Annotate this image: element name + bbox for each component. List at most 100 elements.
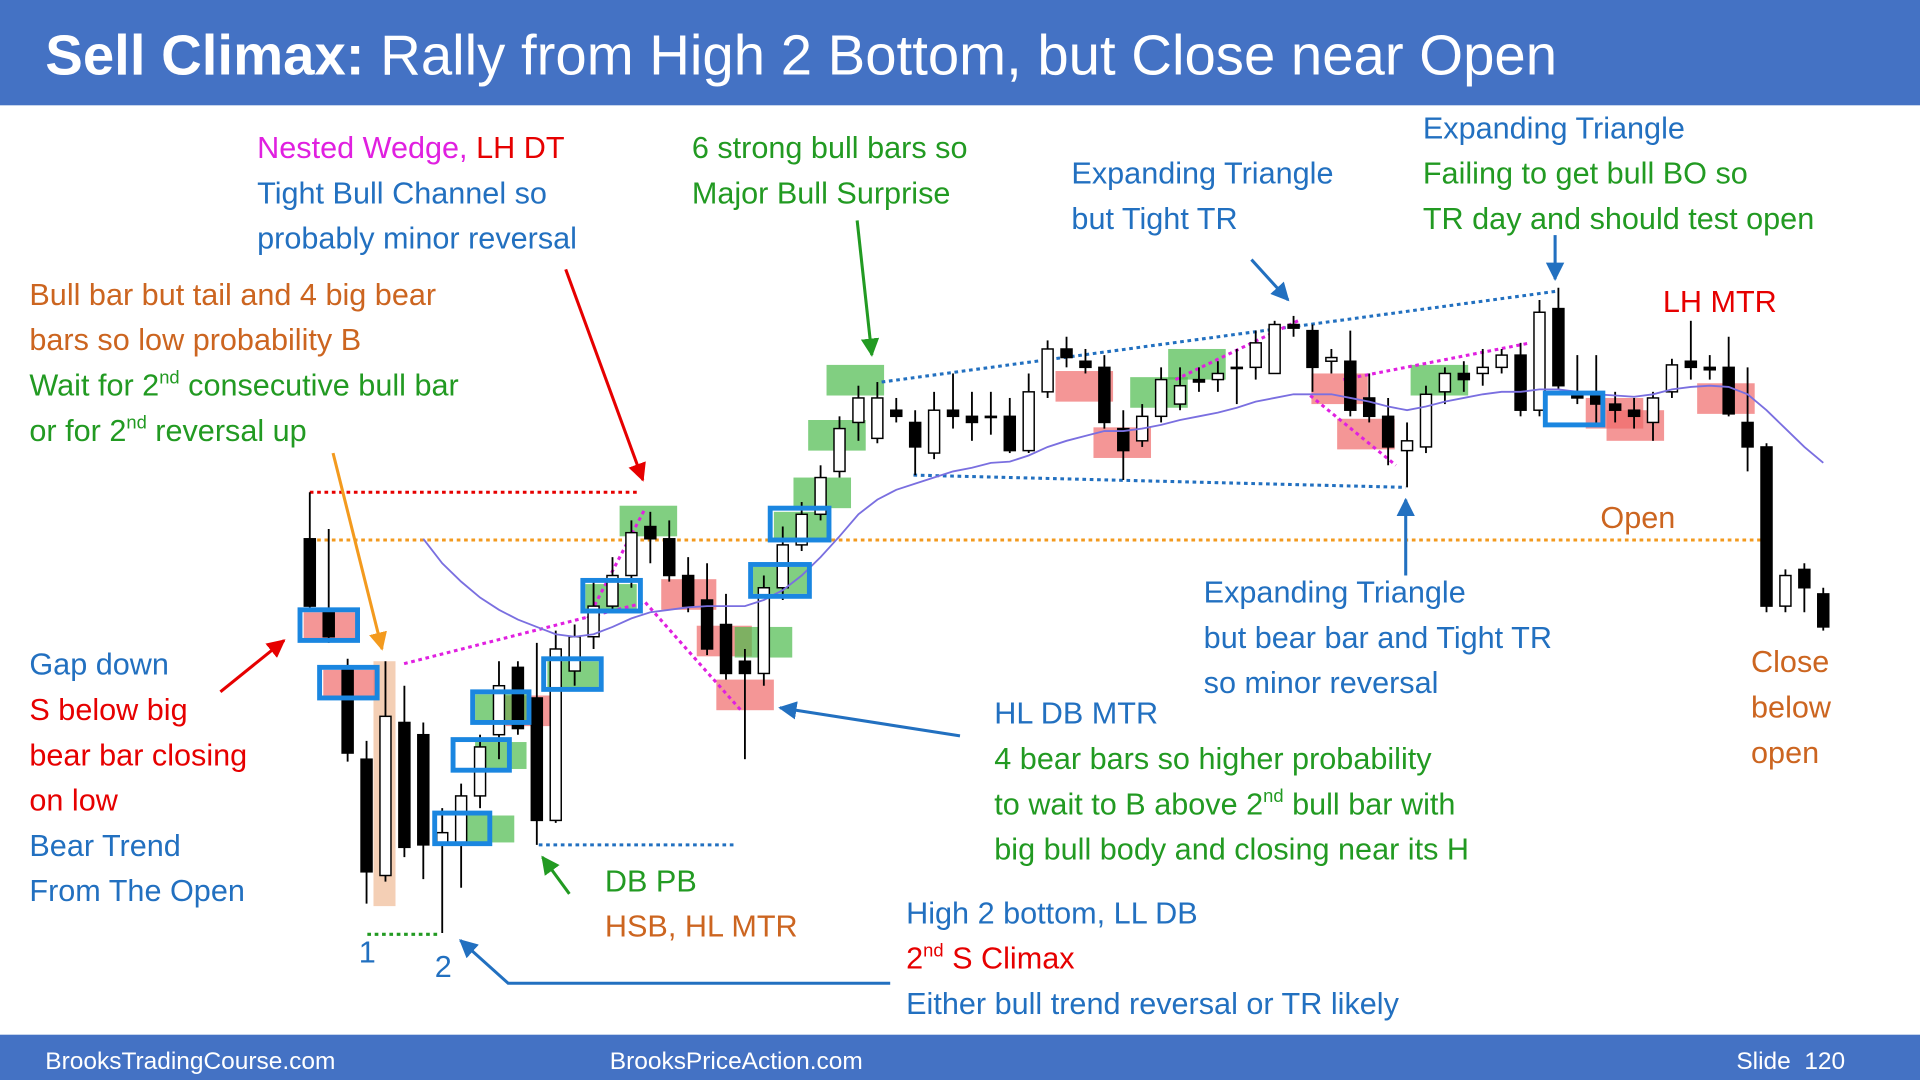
candle-body [1741, 421, 1754, 448]
candle-body [738, 660, 752, 675]
candle-body [1665, 364, 1679, 393]
candle-body [1381, 415, 1395, 448]
footer-bar [0, 1034, 1920, 1080]
outline-box [580, 577, 643, 614]
footer-text: BrooksPriceAction.com [610, 1048, 863, 1075]
candle-body [1457, 372, 1471, 381]
candle-body [984, 415, 998, 419]
annotation: High 2 bottom, LL DB 2nd S Climax Either b… [906, 896, 1399, 1021]
outline-box [1542, 390, 1606, 428]
candle-body [1533, 311, 1546, 411]
candle-body [1306, 329, 1319, 369]
candle-body [1192, 378, 1206, 383]
candle-body [965, 415, 979, 424]
candle-body [303, 538, 317, 607]
candle-body [1495, 354, 1508, 369]
arrow [564, 268, 646, 482]
candle-body [492, 684, 506, 736]
candle-body [1098, 366, 1111, 424]
point-label: 2 [435, 950, 452, 984]
candle-body [1344, 360, 1357, 411]
candle-body [530, 697, 544, 822]
arrow [331, 452, 387, 651]
candle-body [1400, 440, 1414, 452]
annotation: Bull bar but tail and 4 big bear bars so … [29, 278, 458, 448]
slide-title: Sell Climax: Rally from High 2 Bottom, b… [45, 24, 1557, 87]
guide-line [644, 601, 742, 712]
candle-body [1760, 446, 1773, 607]
candle-body [568, 636, 581, 672]
guide-line [586, 507, 647, 620]
outline-box [748, 562, 812, 599]
candle-body [625, 531, 638, 577]
candle-body [587, 605, 600, 638]
guide-line [1342, 341, 1531, 382]
arrows [219, 220, 1565, 985]
candle-body [795, 513, 808, 546]
annotation: Gap down S below big bear bar closing on lo… [29, 648, 247, 909]
annotation: Nested Wedge, LH DT Tight Bull Channel so… [257, 131, 577, 256]
candle-body [927, 409, 941, 454]
annotation: LH MTR [1663, 285, 1777, 319]
candle-body [417, 733, 430, 846]
annotation: 6 strong bull bars so Major Bull Surprise [692, 131, 968, 210]
arrow [1250, 258, 1290, 302]
outline-box [317, 664, 380, 701]
candle-body [606, 574, 619, 607]
annotation: HL DB MTR 4 bear bars so higher probabili… [994, 697, 1469, 867]
outline-box [450, 737, 512, 773]
arrow [459, 939, 891, 985]
point-label: 1 [359, 935, 376, 969]
candle-body [1022, 391, 1035, 452]
candle-body [1798, 568, 1811, 589]
candle-body [1722, 366, 1735, 415]
candle-body [1173, 384, 1187, 405]
candle-body [1060, 348, 1073, 359]
candle-body [1325, 356, 1338, 362]
arrow [778, 701, 961, 738]
candle-body [1249, 342, 1262, 369]
arrow [541, 855, 571, 895]
candle-body [398, 721, 411, 849]
highlight [826, 364, 885, 396]
candle-body [946, 409, 960, 418]
candle-body [871, 397, 884, 440]
candle-body [454, 795, 468, 846]
annotations: Nested Wedge, LH DT Tight Bull Channel so… [29, 111, 1832, 1021]
candle-body [1079, 360, 1092, 369]
arrow [855, 220, 880, 357]
candle-body [1117, 427, 1130, 452]
candle-body [1362, 397, 1376, 418]
annotation: Close below open [1751, 645, 1832, 770]
candle-body [1589, 393, 1603, 405]
candle-body [511, 666, 525, 730]
candle-body [833, 427, 846, 473]
candle-body [700, 599, 714, 650]
candle-body [662, 538, 676, 577]
candle-body [681, 574, 695, 607]
outline-box [470, 689, 532, 725]
footer-text: BrooksTradingCourse.com [45, 1048, 335, 1075]
candles [303, 287, 1830, 934]
candle-body [1608, 403, 1622, 411]
arrow [219, 639, 286, 694]
outline-box [297, 607, 360, 643]
outline-box [767, 505, 832, 543]
candle-body [890, 409, 903, 418]
outline-box [432, 810, 493, 847]
guide-line [881, 289, 1556, 384]
candle-body [1817, 593, 1830, 628]
candle-body [1476, 366, 1489, 375]
title-bar [0, 0, 1920, 106]
candle-body [1211, 372, 1225, 381]
annotation: Open [1600, 501, 1675, 535]
candle-body [360, 758, 373, 873]
annotation: Expanding Triangle but Tight TR [1071, 157, 1333, 236]
outline-box [541, 656, 604, 692]
candle-body [1703, 366, 1717, 371]
candle-body [908, 421, 922, 448]
annotation: DB PB HSB, HL MTR [605, 864, 798, 943]
candle-body [1154, 378, 1168, 418]
annotation: Expanding Triangle but bear bar and Tight… [1204, 575, 1552, 700]
